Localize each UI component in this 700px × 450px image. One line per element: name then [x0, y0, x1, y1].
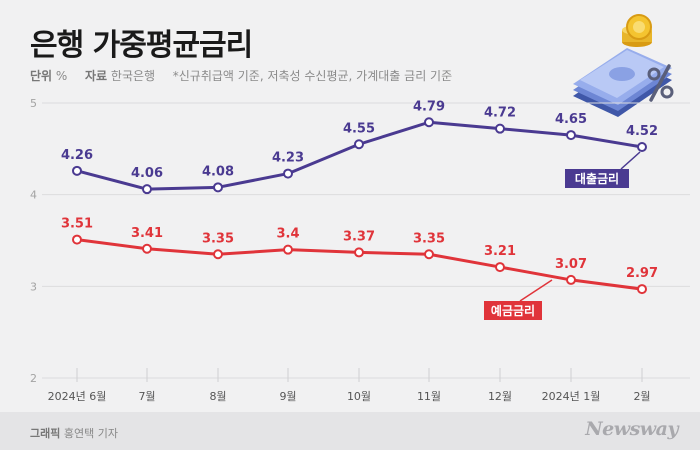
data-point	[424, 249, 434, 260]
series-tag-label: 예금금리	[491, 303, 535, 318]
x-tick-label: 2월	[633, 390, 650, 403]
series-tag-leader	[620, 151, 641, 170]
data-point	[142, 243, 152, 254]
series-tag-box	[565, 169, 629, 188]
credit-label: 그래픽	[30, 427, 61, 440]
data-point	[637, 284, 647, 295]
data-point	[72, 234, 82, 245]
data-label: 3.41	[131, 226, 163, 241]
x-tick-label: 2024년 6월	[48, 390, 107, 403]
percent-icon	[647, 64, 674, 102]
data-point	[566, 274, 576, 285]
banknote-stack-icon	[573, 48, 672, 117]
data-label: 3.35	[413, 231, 445, 246]
x-tick-label: 12월	[488, 390, 512, 403]
data-label: 4.23	[272, 151, 304, 166]
data-label: 4.55	[343, 121, 375, 136]
data-point	[637, 142, 647, 152]
data-label: 4.08	[202, 164, 234, 179]
y-tick-label: 5	[30, 97, 37, 110]
brand-logo: Newsway	[585, 418, 678, 440]
data-label: 3.37	[343, 229, 375, 244]
data-label: 4.79	[413, 99, 445, 114]
y-tick-label: 3	[30, 280, 37, 293]
x-tick-label: 10월	[347, 390, 371, 403]
y-tick-label: 4	[30, 189, 37, 202]
data-label: 4.26	[61, 148, 93, 163]
data-label: 3.07	[555, 257, 587, 272]
data-point	[283, 168, 293, 179]
data-label: 2.97	[626, 266, 658, 281]
money-percent-illustration	[573, 14, 674, 117]
series-tag-box	[484, 301, 542, 320]
unit-label: 단위	[30, 69, 53, 83]
graphic-credit: 그래픽 홍연택 기자	[30, 425, 118, 441]
data-label: 4.06	[131, 166, 163, 181]
data-point	[213, 249, 223, 260]
x-tick-label: 9월	[279, 390, 296, 403]
series-tag-leader	[519, 279, 553, 302]
data-point	[495, 123, 505, 134]
chart-meta: 단위 % 자료 한국은행 *신규취급액 기준, 저축성 수신평균, 가계대출 금…	[30, 67, 452, 84]
data-label: 3.35	[202, 231, 234, 246]
data-label: 4.65	[555, 112, 587, 127]
data-label: 4.72	[484, 106, 516, 121]
footer-bar	[0, 412, 700, 450]
source-label: 자료	[84, 69, 108, 83]
data-point	[424, 117, 434, 128]
source-value: 한국은행	[110, 69, 156, 83]
data-point	[354, 247, 364, 258]
data-label: 3.51	[61, 217, 93, 232]
x-tick-label: 2024년 1월	[542, 390, 601, 403]
data-label: 3.4	[276, 227, 299, 242]
unit-value: %	[55, 69, 68, 83]
data-label: 4.52	[626, 124, 658, 139]
x-tick-label: 8월	[209, 390, 226, 403]
data-point	[72, 165, 82, 176]
data-point	[495, 262, 505, 273]
y-tick-label: 2	[30, 372, 37, 385]
chart-note: *신규취급액 기준, 저축성 수신평균, 가계대출 금리 기준	[172, 69, 453, 83]
page-title: 은행 가중평균금리	[30, 28, 253, 63]
series-tag-label: 대출금리	[575, 171, 619, 186]
credit-value: 홍연택 기자	[63, 427, 118, 440]
data-point	[142, 184, 152, 195]
data-label: 3.21	[484, 244, 516, 259]
data-point	[283, 244, 293, 255]
data-point	[566, 130, 576, 141]
data-point	[213, 182, 223, 193]
coin-stack-icon	[622, 14, 652, 47]
data-point	[354, 139, 364, 150]
x-tick-label: 11월	[417, 390, 441, 403]
x-tick-label: 7월	[138, 390, 155, 403]
